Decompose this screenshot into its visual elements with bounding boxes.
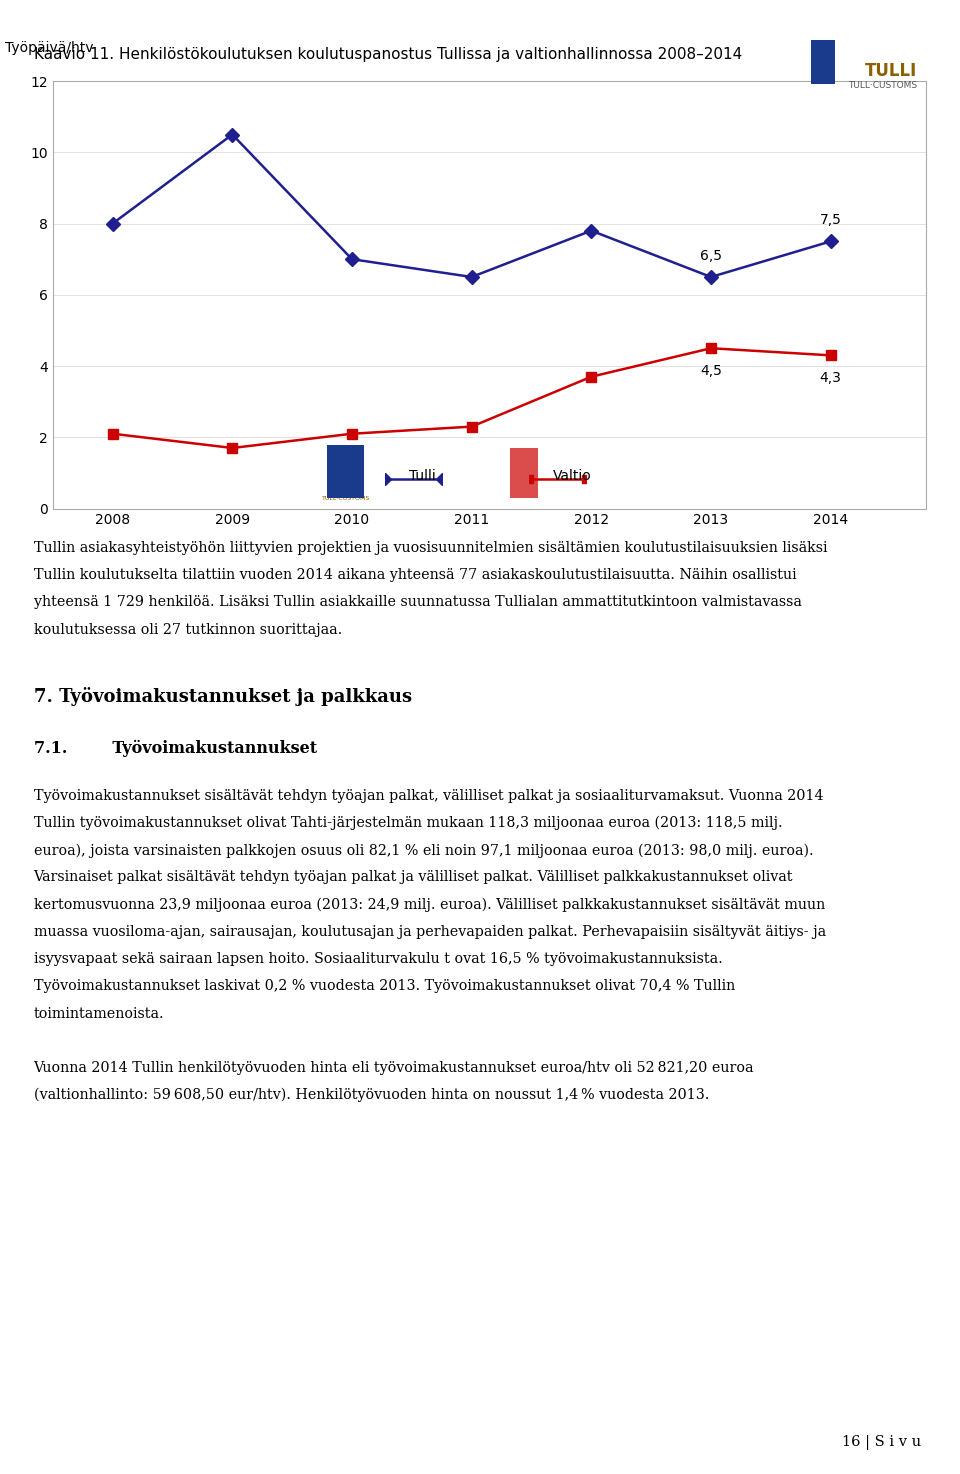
- Text: Tulli: Tulli: [409, 469, 436, 483]
- Text: kertomusvuonna 23,9 miljoonaa euroa (2013: 24,9 milj. euroa). Välilliset palkkak: kertomusvuonna 23,9 miljoonaa euroa (201…: [34, 898, 825, 912]
- Text: Työvoimakustannukset laskivat 0,2 % vuodesta 2013. Työvoimakustannukset olivat 7: Työvoimakustannukset laskivat 0,2 % vuod…: [34, 979, 734, 993]
- Text: TULLI: TULLI: [865, 62, 917, 80]
- Text: isyysvapaat sekä sairaan lapsen hoito. Sosiaaliturvakulu t ovat 16,5 % työvoimak: isyysvapaat sekä sairaan lapsen hoito. S…: [34, 952, 722, 965]
- Text: Valtio: Valtio: [553, 469, 591, 483]
- Text: koulutuksessa oli 27 tutkinnon suorittajaa.: koulutuksessa oli 27 tutkinnon suorittaj…: [34, 622, 342, 637]
- Text: 6,5: 6,5: [700, 249, 722, 262]
- Text: Työpäivä/htv: Työpäivä/htv: [5, 41, 93, 56]
- Text: 7,5: 7,5: [820, 214, 842, 227]
- Text: toimintamenoista.: toimintamenoista.: [34, 1007, 164, 1020]
- Text: TULL·CUSTOMS: TULL·CUSTOMS: [848, 81, 917, 90]
- Text: 4,3: 4,3: [820, 371, 842, 385]
- Text: yhteensä 1 729 henkilöä. Lisäksi Tullin asiakkaille suunnatussa Tullialan ammatt: yhteensä 1 729 henkilöä. Lisäksi Tullin …: [34, 595, 802, 609]
- Text: Tullin työvoimakustannukset olivat Tahti-järjestelmän mukaan 118,3 miljoonaa eur: Tullin työvoimakustannukset olivat Tahti…: [34, 815, 782, 830]
- Text: Kaavio 11. Henkilöstökoulutuksen koulutuspanostus Tullissa ja valtionhallinnossa: Kaavio 11. Henkilöstökoulutuksen koulutu…: [34, 47, 742, 62]
- Text: 7. Työvoimakustannukset ja palkkaus: 7. Työvoimakustannukset ja palkkaus: [34, 687, 412, 706]
- Text: Vuonna 2014 Tullin henkilötyövuoden hinta eli työvoimakustannukset euroa/htv oli: Vuonna 2014 Tullin henkilötyövuoden hint…: [34, 1061, 755, 1075]
- Text: (valtionhallinto: 59 608,50 eur/htv). Henkilötyövuoden hinta on noussut 1,4 % vu: (valtionhallinto: 59 608,50 eur/htv). He…: [34, 1088, 709, 1103]
- Text: Tullin koulutukselta tilattiin vuoden 2014 aikana yhteensä 77 asiakaskoulutustil: Tullin koulutukselta tilattiin vuoden 20…: [34, 569, 796, 582]
- Text: TULLI
TULL·CUSTOMS: TULLI TULL·CUSTOMS: [323, 491, 371, 501]
- Text: euroa), joista varsinaisten palkkojen osuus oli 82,1 % eli noin 97,1 miljoonaa e: euroa), joista varsinaisten palkkojen os…: [34, 843, 813, 858]
- Text: muassa vuosiloma-ajan, sairausajan, koulutusajan ja perhevapaiden palkat. Perhev: muassa vuosiloma-ajan, sairausajan, koul…: [34, 926, 826, 939]
- Text: 4,5: 4,5: [700, 364, 722, 379]
- Text: Varsinaiset palkat sisältävät tehdyn työajan palkat ja välilliset palkat. Välill: Varsinaiset palkat sisältävät tehdyn työ…: [34, 870, 793, 884]
- Text: 7.1.        Työvoimakustannukset: 7.1. Työvoimakustannukset: [34, 740, 317, 758]
- Text: Tullin asiakasyhteistyöhön liittyvien projektien ja vuosisuunnitelmien sisältämi: Tullin asiakasyhteistyöhön liittyvien pr…: [34, 541, 828, 554]
- Text: 16 | S i v u: 16 | S i v u: [843, 1436, 922, 1450]
- Text: Työvoimakustannukset sisältävät tehdyn työajan palkat, välilliset palkat ja sosi: Työvoimakustannukset sisältävät tehdyn t…: [34, 789, 824, 802]
